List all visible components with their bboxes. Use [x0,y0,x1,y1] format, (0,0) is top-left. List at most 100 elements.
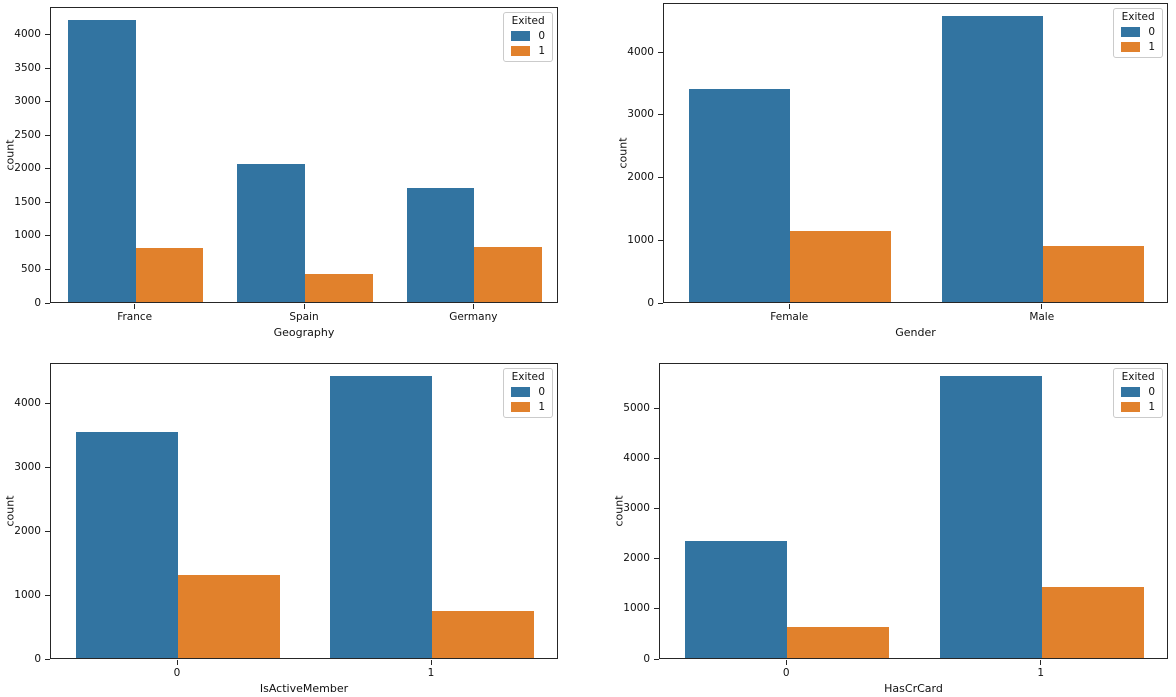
bar-gender-female-exited-1 [790,231,892,302]
y-tick-mark [45,530,50,532]
bar-geography-germany-exited-1 [474,247,542,302]
x-tick-mark [176,660,178,665]
x-tick-label: Female [770,311,809,323]
legend-entry-1: 1 [1121,401,1155,413]
y-tick-mark [658,239,663,241]
bar-isactivemember-1-exited-1 [432,611,534,658]
y-tick-label: 3500 [14,61,41,74]
legend-entry-0: 0 [1121,386,1155,398]
y-tick-label: 0 [647,296,654,309]
x-tick-label: France [117,311,153,323]
x-tick-label: 1 [1037,667,1045,679]
legend-entry-label: 1 [1148,41,1155,53]
x-tick-mark [788,304,790,309]
y-tick-mark [45,101,50,103]
x-tick-label: Spain [289,311,319,323]
x-tick-label: Germany [449,311,498,323]
y-tick-mark [658,302,663,304]
legend-box: Exited 0 1 [1113,8,1163,58]
legend-swatch-icon [1121,402,1141,412]
legend-entry-0: 0 [511,30,545,42]
y-tick-label: 2000 [14,162,41,175]
y-tick-mark [654,508,659,510]
x-tick-label: 1 [427,667,435,679]
y-tick-label: 3000 [14,95,41,108]
y-tick-mark [654,558,659,560]
y-tick-mark [45,403,50,405]
y-tick-mark [45,34,50,36]
x-axis-label: HasCrCard [884,682,943,695]
x-axis-label: IsActiveMember [259,682,349,695]
bar-isactivemember-0-exited-1 [178,575,280,658]
legend-entry-label: 1 [538,45,545,57]
y-tick-label: 1000 [623,602,650,615]
y-tick-mark [45,134,50,136]
bar-gender-male-exited-1 [1042,246,1144,302]
legend-entry-1: 1 [511,401,545,413]
legend-entry-0: 0 [511,386,545,398]
legend-swatch-icon [511,387,531,397]
bar-gender-female-exited-0 [689,89,791,302]
x-tick-mark [134,304,136,309]
bar-geography-france-exited-1 [135,248,204,302]
y-tick-label: 5000 [623,402,650,415]
y-tick-label: 1000 [14,588,41,601]
y-tick-label: 3000 [627,108,654,121]
legend-title: Exited [1121,11,1155,23]
legend-box: Exited 0 1 [503,368,553,418]
y-tick-mark [45,594,50,596]
y-tick-mark [658,114,663,116]
bar-gender-male-exited-0 [941,16,1043,302]
axes-box [50,7,558,303]
legend-entry-1: 1 [1121,41,1155,53]
legend-swatch-icon [1121,387,1141,397]
y-tick-label: 3000 [623,502,650,515]
axes-box [50,363,558,659]
bar-hascrcard-1-exited-1 [1041,587,1144,658]
legend-swatch-icon [1121,27,1141,37]
y-tick-mark [654,408,659,410]
axes-box [659,363,1168,659]
legend-title: Exited [511,15,545,27]
x-tick-mark [1041,304,1043,309]
y-tick-mark [654,608,659,610]
legend-entry-label: 1 [1148,401,1155,413]
x-axis-label: Gender [895,326,936,339]
x-tick-mark [472,304,474,309]
x-axis-label: Geography [273,326,335,339]
legend-box: Exited 0 1 [1113,368,1163,418]
y-tick-mark [45,201,50,203]
y-tick-label: 4000 [627,45,654,58]
legend-title: Exited [511,371,545,383]
bar-geography-spain-exited-0 [237,164,305,302]
y-tick-mark [45,466,50,468]
legend-entry-label: 0 [1148,386,1155,398]
y-tick-mark [654,458,659,460]
bar-hascrcard-0-exited-1 [787,627,890,658]
y-tick-label: 2000 [627,171,654,184]
y-tick-label: 2000 [14,524,41,537]
y-tick-label: 0 [34,296,41,309]
x-tick-mark [303,304,305,309]
legend-title: Exited [1121,371,1155,383]
legend-box: Exited 0 1 [503,12,553,62]
legend-swatch-icon [511,402,531,412]
legend-entry-label: 1 [538,401,545,413]
x-tick-mark [1040,660,1042,665]
bar-hascrcard-1-exited-0 [939,376,1042,658]
x-tick-label: 0 [173,667,181,679]
x-tick-label: 0 [782,667,790,679]
legend-swatch-icon [511,31,531,41]
x-tick-mark [430,660,432,665]
bar-isactivemember-0-exited-0 [76,432,178,658]
y-tick-label: 0 [34,652,41,665]
y-tick-mark [45,268,50,270]
legend-entry-0: 0 [1121,26,1155,38]
y-tick-mark [45,168,50,170]
axes-box [663,3,1168,303]
